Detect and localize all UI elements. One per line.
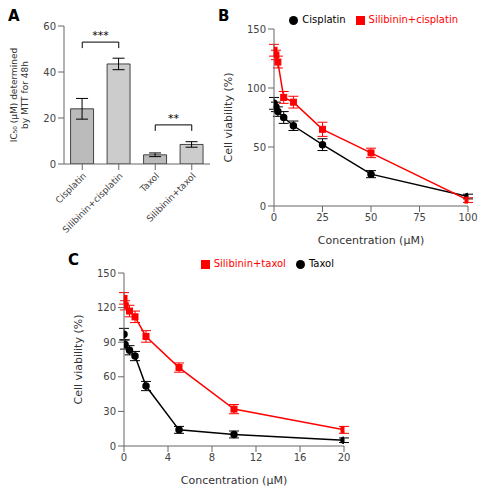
svg-text:0: 0 [110,441,116,452]
svg-text:120: 120 [97,302,116,313]
html-text:A: A [8,7,20,25]
svg-text:0: 0 [271,212,277,223]
svg-text:***: *** [92,29,109,42]
svg-text:0: 0 [121,452,127,463]
svg-text:8: 8 [209,452,215,463]
html-text:Silibinin+taxol: Silibinin+taxol [213,258,286,269]
svg-text:Concentration (μM): Concentration (μM) [181,474,287,487]
svg-text:Concentration (μM): Concentration (μM) [318,234,424,247]
html-text:Silibinin+cisplatin: Silibinin+cisplatin [368,14,458,25]
svg-text:150: 150 [247,24,266,35]
svg-text:150: 150 [97,268,116,279]
svg-text:**: ** [168,112,180,125]
html-text:IC₅₀ (μM) determined by MTT fo: IC₅₀ (μM) determined by MTT for 48h [9,47,30,143]
svg-text:60: 60 [43,21,56,32]
svg-text:100: 100 [247,83,266,94]
svg-text:90: 90 [103,337,116,348]
svg-text:50: 50 [365,212,378,223]
svg-text:12: 12 [250,452,263,463]
svg-text:0: 0 [260,201,266,212]
svg-text:60: 60 [103,371,116,382]
html-text:C: C [68,251,79,269]
svg-text:Silibinin+taxol: Silibinin+taxol [145,171,198,224]
svg-text:0: 0 [50,159,56,170]
svg-text:Cell viability (%): Cell viability (%) [72,315,85,405]
svg-text:20: 20 [338,452,351,463]
svg-text:30: 30 [103,406,116,417]
svg-text:Taxol: Taxol [137,171,161,195]
svg-text:100: 100 [458,212,477,223]
html-text:Taxol: Taxol [308,258,334,269]
svg-text:4: 4 [165,452,171,463]
svg-text:Cell viability (%): Cell viability (%) [222,73,235,163]
svg-text:25: 25 [316,212,329,223]
html-text:Cisplatin: Cisplatin [302,14,346,25]
svg-text:Silibinin+cisplatin: Silibinin+cisplatin [61,171,125,235]
svg-text:16: 16 [294,452,307,463]
html-text:B: B [218,7,230,25]
svg-text:40: 40 [43,67,56,78]
svg-text:50: 50 [253,142,266,153]
svg-text:75: 75 [413,212,426,223]
svg-text:20: 20 [43,113,56,124]
svg-text:Cisplatin: Cisplatin [54,171,89,206]
